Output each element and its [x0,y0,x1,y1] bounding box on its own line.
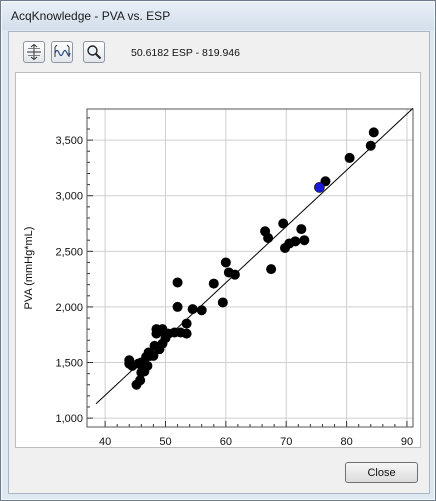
y-tick-label: 2,500 [55,246,83,258]
data-point [172,277,183,288]
window-title: AcqKnowledge - PVA vs. ESP [11,9,171,23]
y-tick-label: 2,000 [55,302,83,314]
data-point [142,360,153,371]
x-tick-label: 50 [159,436,171,447]
x-tick-label: 90 [401,436,413,447]
magnifier-icon [87,45,102,60]
data-point [365,140,376,151]
data-point [229,269,240,280]
window-content: 50.6182 ESP - 819.946 40 50 60 70 80 90 1,000 1… [8,31,430,494]
plot-border [86,108,414,428]
data-point [208,278,219,289]
x-tick-label: 70 [280,436,292,447]
x-tick-label: 80 [340,436,352,447]
data-point [135,375,146,386]
data-point [196,305,207,316]
zoom-button[interactable] [83,41,105,63]
data-point [344,152,355,163]
data-point [290,236,301,247]
data-point [368,127,379,138]
data-point [148,350,159,361]
x-tick-label: 40 [99,436,111,447]
data-point [296,224,307,235]
selected-data-point [314,182,325,193]
plot-area[interactable]: 40 50 60 70 80 90 1,000 1,500 2,000 2,500 3,000 3,5… [15,72,421,448]
data-point [181,318,192,329]
y-tick-label: 1,500 [55,358,83,370]
close-button[interactable]: Close [345,462,418,483]
data-point [181,328,192,339]
regression-readout: 50.6182 ESP - 819.946 [131,47,240,59]
close-button-label: Close [367,466,396,479]
data-point [266,264,277,275]
data-point [187,304,198,315]
data-point [217,297,228,308]
data-point [172,301,183,312]
fit-vertical-icon [27,43,41,61]
y-axis-label: PVA (mmHg*mL) [23,227,35,310]
scatter-plot[interactable]: 40 50 60 70 80 90 1,000 1,500 2,000 2,500 3,000 3,5… [16,73,420,447]
data-point [263,232,274,243]
x-tick-label: 60 [220,436,232,447]
y-tick-label: 3,500 [55,135,83,147]
data-point [299,235,310,246]
y-tick-label: 1,000 [55,413,83,425]
waveform-zoom-button[interactable] [51,41,73,63]
data-point [220,257,231,268]
data-point [278,218,289,229]
fit-vertical-button[interactable] [23,41,45,63]
title-bar[interactable]: AcqKnowledge - PVA vs. ESP [2,2,434,30]
waveform-zoom-icon [54,44,71,57]
y-tick-label: 3,000 [55,191,83,203]
